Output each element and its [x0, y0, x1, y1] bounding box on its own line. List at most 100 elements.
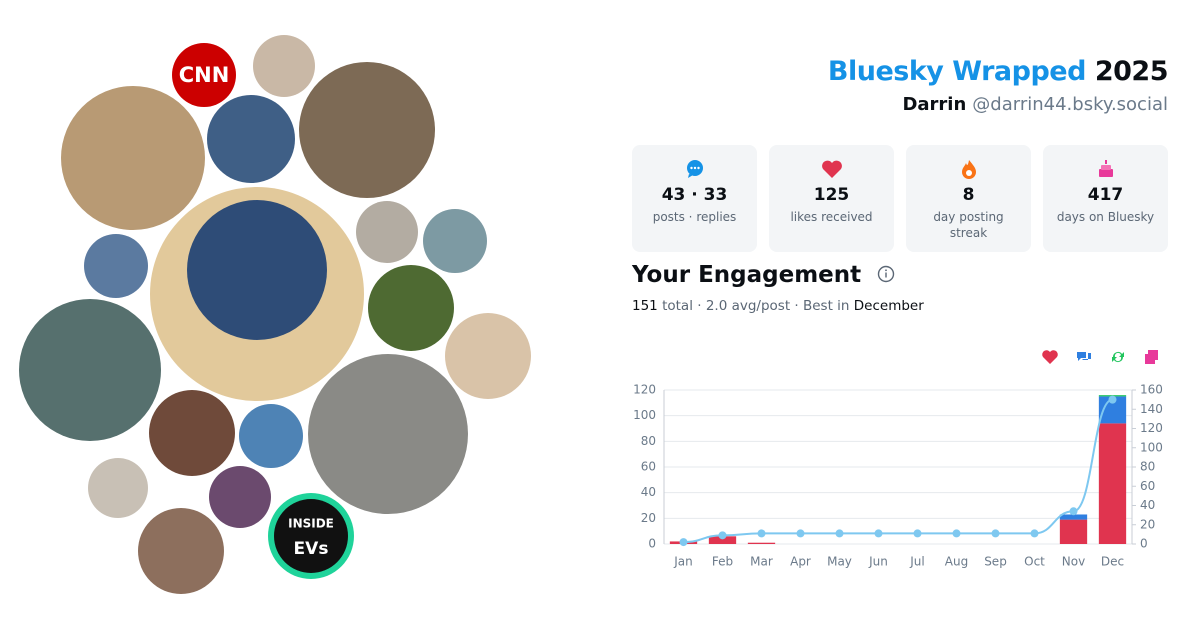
y2-tick-label: 120 [1140, 421, 1163, 435]
line-point [1030, 529, 1039, 538]
line-point [1069, 507, 1078, 516]
bar-segment [747, 542, 776, 544]
y-tick-label: 40 [641, 485, 656, 499]
avatar[interactable] [19, 299, 161, 441]
chart: 0 20 40 60 80 100 120 0 20 40 60 80 100 120 140 160 Jan F… [633, 350, 1163, 569]
y2-tick-label: 0 [1140, 537, 1148, 551]
stat-label: days on Bluesky [1056, 210, 1155, 224]
avatar[interactable] [84, 234, 148, 298]
y-tick-label: 120 [633, 383, 656, 397]
total: 151 [632, 298, 658, 314]
avatar[interactable] [207, 95, 295, 183]
y-tick-label: 100 [633, 408, 656, 422]
y2-tick-label: 20 [1140, 517, 1155, 531]
stat-card: 417 days on Bluesky [1043, 145, 1168, 252]
y2-tick-label: 160 [1140, 383, 1163, 397]
y2-tick-label: 40 [1140, 498, 1155, 512]
summary: 151 total · 2.0 avg/post · Best in Decem… [632, 298, 924, 314]
year: 2025 [1094, 56, 1169, 87]
legend-icon [1042, 350, 1058, 364]
title: Bluesky Wrapped 2025 [827, 56, 1169, 87]
stat-value: 417 [1087, 185, 1124, 205]
bar-segment [1098, 423, 1127, 544]
user-handle[interactable]: @darrin44.bsky.social [972, 94, 1168, 115]
avatar[interactable] [299, 62, 435, 198]
x-tick-label: Sep [984, 555, 1007, 569]
line-point [874, 529, 883, 538]
avatar-detail [187, 200, 327, 340]
user-name: Darrin [902, 94, 967, 115]
logo-text: EVs [294, 539, 329, 559]
stat-card: 125 likes received [769, 145, 894, 252]
avatar-detail [274, 499, 348, 573]
line-point [757, 529, 766, 538]
line-point [679, 538, 688, 547]
x-tick-label: Nov [1062, 555, 1085, 569]
bar-segment [1059, 514, 1088, 520]
section-title-text: Your Engagement [632, 262, 862, 288]
summary-text: total · 2.0 avg/post · Best in [662, 298, 850, 314]
user: Darrin @darrin44.bsky.social [902, 94, 1168, 115]
stat-value: 8 [962, 185, 975, 205]
logo-text: INSIDE [288, 517, 334, 531]
legend-icon [1077, 352, 1091, 361]
avatar[interactable] [423, 209, 487, 273]
info-icon[interactable] [877, 265, 895, 283]
brand: Bluesky Wrapped [827, 56, 1087, 87]
avatar[interactable] [253, 35, 315, 97]
stat-card: 8 day posting streak [906, 145, 1031, 252]
line-point [952, 529, 961, 538]
y-tick-label: 20 [641, 511, 656, 525]
legend-icon [1145, 350, 1158, 364]
line-point [835, 529, 844, 538]
stat-card: 43 · 33 posts · replies [632, 145, 757, 252]
legend-icon [1112, 352, 1124, 362]
y-tick-label: 0 [648, 537, 656, 551]
x-tick-label: Aug [945, 555, 968, 569]
legend-item[interactable] [1112, 352, 1124, 362]
stat-value: 125 [813, 185, 850, 205]
avatar[interactable] [138, 508, 224, 594]
bar-segment [708, 536, 737, 544]
x-tick-label: Feb [712, 555, 733, 569]
avatar[interactable] [209, 466, 271, 528]
line-point [1108, 395, 1117, 404]
stat-value: 43 · 33 [661, 185, 728, 205]
avatar[interactable] [445, 313, 531, 399]
line-point [796, 529, 805, 538]
x-tick-label: Oct [1024, 555, 1045, 569]
y2-tick-label: 140 [1140, 402, 1163, 416]
line-point [718, 531, 727, 540]
legend-item[interactable] [1042, 350, 1058, 364]
avatar[interactable] [368, 265, 454, 351]
icon [686, 160, 703, 178]
x-tick-label: Jan [673, 555, 693, 569]
avatar[interactable] [61, 86, 205, 230]
icon [961, 160, 976, 179]
x-tick-label: Dec [1101, 555, 1124, 569]
x-tick-label: Apr [790, 555, 811, 569]
bar-segment [1059, 519, 1088, 544]
stat-label: posts · replies [652, 210, 737, 224]
x-tick-label: Jul [909, 555, 924, 569]
line-point [991, 529, 1000, 538]
line [683, 398, 1113, 544]
avatar[interactable] [308, 354, 468, 514]
icon [821, 160, 842, 178]
avatar[interactable] [356, 201, 418, 263]
avatar[interactable] [172, 43, 236, 107]
avatar-cluster: CNN INSIDE EVs [19, 35, 531, 594]
avatar[interactable] [88, 458, 148, 518]
y-tick-label: 60 [641, 460, 656, 474]
legend-item[interactable] [1145, 350, 1158, 364]
legend-item[interactable] [1077, 352, 1091, 361]
x-tick-label: May [827, 555, 852, 569]
x-tick-label: Jun [868, 555, 888, 569]
section-title: Your Engagement [632, 262, 895, 288]
avatar[interactable] [149, 390, 235, 476]
stat-label: likes received [790, 210, 873, 224]
best-month: December [853, 298, 924, 314]
avatar[interactable] [239, 404, 303, 468]
logo-text: CNN [179, 63, 230, 87]
